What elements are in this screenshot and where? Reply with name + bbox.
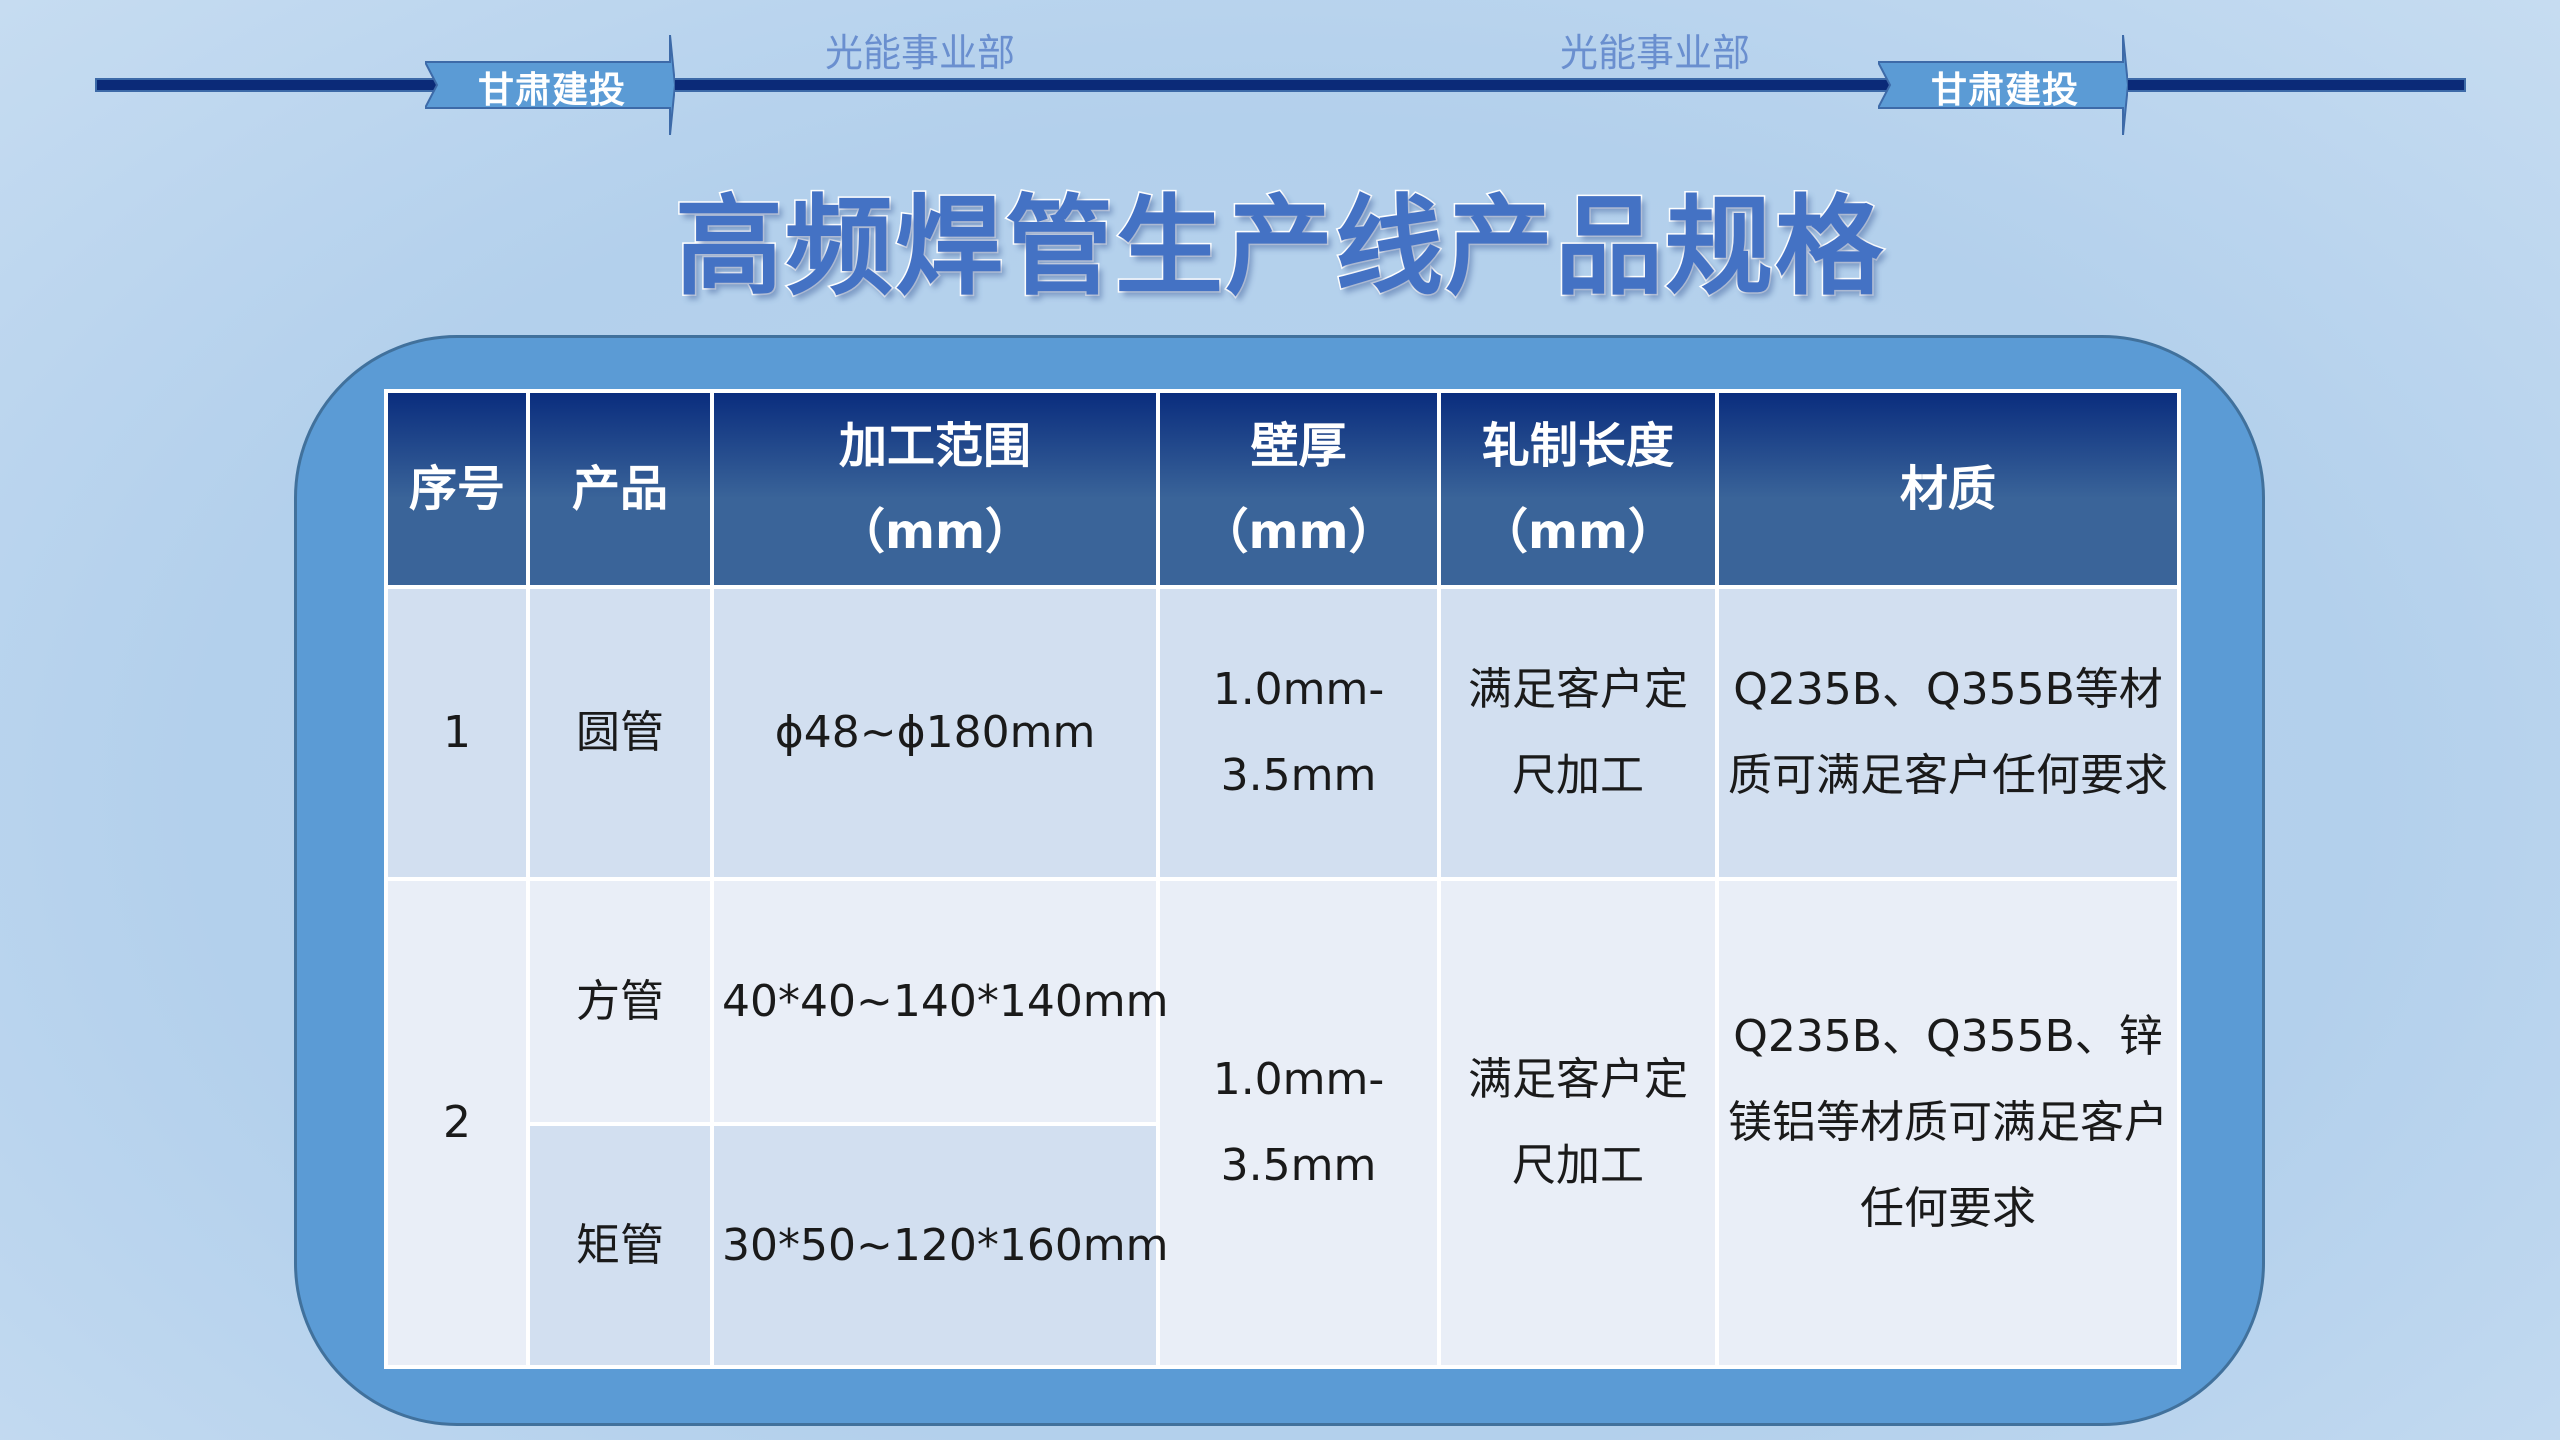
badge-arrow-left: 甘肃建投 (425, 35, 675, 135)
cell-product: 圆管 (526, 585, 714, 881)
cell-length: 满足客户定尺加工 (1437, 585, 1719, 881)
header-material: 材质 (1715, 388, 2181, 590)
badge-label: 甘肃建投 (477, 70, 626, 111)
header-rule (95, 78, 2466, 92)
badge-arrow-right: 甘肃建投 (1878, 35, 2128, 135)
header-length: 轧制长度 （mm） (1437, 388, 1719, 590)
table-row: 1 圆管 ϕ48~ϕ180mm 1.0mm-3.5mm 满足客户定尺加工 Q23… (384, 585, 2181, 881)
cell-no: 2 (384, 876, 530, 1370)
cell-no: 1 (384, 585, 530, 881)
cell-range: ϕ48~ϕ180mm (710, 585, 1160, 881)
cell-product: 方管 (526, 876, 714, 1127)
cell-product: 矩管 (526, 1122, 714, 1369)
cell-thickness: 1.0mm-3.5mm (1156, 876, 1441, 1370)
table-header-row: 序号 产品 加工范围 （mm） 壁厚 （mm） 轧制长度 （mm） 材质 (384, 388, 2181, 590)
department-label: 光能事业部 (1560, 31, 1751, 75)
cell-thickness: 1.0mm-3.5mm (1156, 585, 1441, 881)
table-row: 矩管 30*50~120*160mm (386, 1122, 2179, 1369)
spec-table: 序号 产品 加工范围 （mm） 壁厚 （mm） 轧制长度 （mm） 材质 1 圆管 ϕ… (384, 388, 2181, 1370)
arrow-icon (1878, 35, 2128, 135)
cell-material: Q235B、Q355B、锌镁铝等材质可满足客户任何要求 (1715, 876, 2181, 1370)
header-range: 加工范围 （mm） (710, 388, 1160, 590)
header-product: 产品 (526, 388, 714, 590)
cell-length: 满足客户定尺加工 (1437, 876, 1719, 1370)
header-no: 序号 (384, 388, 530, 590)
arrow-icon (425, 35, 675, 135)
header-thickness: 壁厚 （mm） (1156, 388, 1441, 590)
cell-range: 40*40~140*140mm (710, 876, 1169, 1127)
page-title: 高频焊管生产线产品规格 (673, 184, 1885, 312)
cell-material: Q235B、Q355B等材质可满足客户任何要求 (1715, 585, 2181, 881)
badge-label: 甘肃建投 (1930, 70, 2079, 111)
department-label: 光能事业部 (825, 31, 1016, 75)
cell-range: 30*50~120*160mm (710, 1122, 1169, 1369)
table-row: 2 方管 40*40~140*140mm 1.0mm-3.5mm 满足客户定尺加… (384, 876, 2181, 1370)
